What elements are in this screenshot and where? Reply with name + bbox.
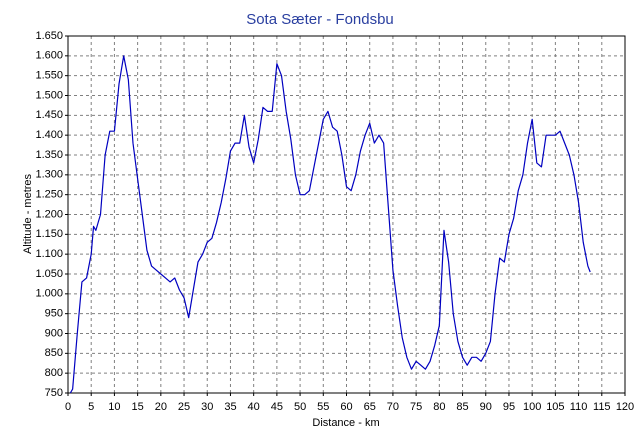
y-tick-label: 1.650 <box>35 30 63 42</box>
x-tick-label: 55 <box>317 401 329 413</box>
x-tick-label: 100 <box>523 401 541 413</box>
y-tick-label: 1.400 <box>35 129 63 141</box>
x-tick-label: 110 <box>570 401 588 413</box>
x-tick-label: 0 <box>65 401 71 413</box>
x-tick-label: 50 <box>294 401 306 413</box>
y-tick-label: 750 <box>45 387 63 399</box>
x-tick-label: 115 <box>593 401 611 413</box>
x-tick-label: 10 <box>108 401 120 413</box>
x-tick-label: 45 <box>271 401 283 413</box>
y-tick-label: 1.550 <box>35 70 63 82</box>
x-tick-label: 90 <box>480 401 492 413</box>
y-tick-label: 1.200 <box>35 208 63 220</box>
y-axis-title: Altitude - metres <box>22 173 34 254</box>
x-tick-label: 20 <box>155 401 167 413</box>
x-tick-label: 120 <box>616 401 634 413</box>
x-tick-label: 15 <box>132 401 144 413</box>
x-tick-label: 80 <box>433 401 445 413</box>
x-tick-label: 85 <box>456 401 468 413</box>
x-tick-label: 65 <box>364 401 376 413</box>
y-tick-label: 1.500 <box>35 89 63 101</box>
plot-frame <box>67 35 626 394</box>
x-tick-label: 30 <box>201 401 213 413</box>
x-tick-label: 70 <box>387 401 399 413</box>
y-tick-label: 1.150 <box>35 228 63 240</box>
altitude-line <box>69 55 591 394</box>
x-tick-label: 105 <box>546 401 564 413</box>
chart-title: Sota Sæter - Fondsbu <box>246 11 394 28</box>
x-tick-label: 60 <box>340 401 352 413</box>
y-tick-label: 1.350 <box>35 149 63 161</box>
x-tick-label: 25 <box>178 401 190 413</box>
x-tick-label: 40 <box>248 401 260 413</box>
y-tick-label: 1.050 <box>35 268 63 280</box>
y-tick-label: 1.300 <box>35 169 63 181</box>
y-tick-label: 800 <box>45 367 63 379</box>
y-tick-label: 950 <box>45 308 63 320</box>
y-tick-label: 850 <box>45 347 63 359</box>
y-tick-label: 900 <box>45 327 63 339</box>
y-tick-label: 1.600 <box>35 50 63 62</box>
x-tick-label: 5 <box>88 401 94 413</box>
y-tick-label: 1.100 <box>35 248 63 260</box>
x-tick-label: 35 <box>224 401 236 413</box>
y-tick-label: 1.450 <box>35 109 63 121</box>
x-tick-label: 75 <box>410 401 422 413</box>
x-tick-label: 95 <box>503 401 515 413</box>
y-tick-label: 1.000 <box>35 288 63 300</box>
x-axis-title: Distance - km <box>312 417 379 429</box>
y-tick-label: 1.250 <box>35 189 63 201</box>
